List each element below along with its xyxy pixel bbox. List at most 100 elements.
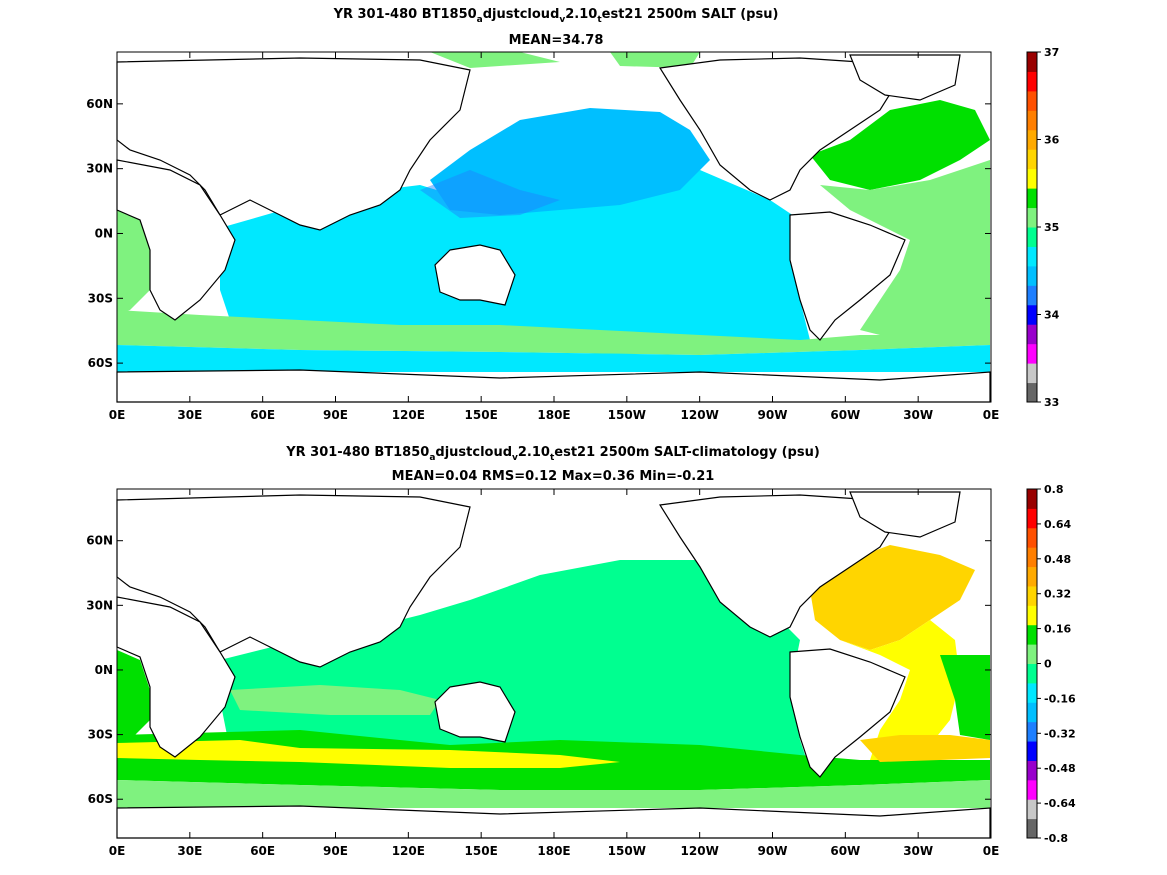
- x-tick-label: 30W: [903, 408, 933, 422]
- x-tick-label: 0E: [983, 408, 1000, 422]
- ocean-field-arctic-patch: [430, 52, 560, 68]
- colorbar-label: 34: [1044, 309, 1060, 322]
- x-tick-label: 60W: [830, 844, 860, 858]
- x-tick-label: 150W: [608, 844, 646, 858]
- colorbar-swatch: [1027, 682, 1037, 703]
- land-australia: [434, 244, 516, 306]
- colorbar-swatch: [1027, 624, 1037, 645]
- panel-salinity: YR 301-480 BT1850adjustcloudv2.10test21 …: [86, 7, 1059, 422]
- colorbar-label: 35: [1044, 221, 1059, 234]
- colorbar-swatch: [1027, 188, 1037, 209]
- land-south-america: [789, 211, 906, 341]
- colorbar-swatch: [1027, 285, 1037, 306]
- colorbar-swatch: [1027, 489, 1037, 509]
- x-tick-label: 150E: [465, 844, 498, 858]
- x-tick-label: 30E: [177, 408, 202, 422]
- colorbar-swatch: [1027, 343, 1037, 364]
- x-tick-label: 120E: [392, 844, 425, 858]
- land-africa: [116, 159, 236, 321]
- colorbar-label: -0.16: [1044, 692, 1076, 705]
- colorbar-label: 36: [1044, 134, 1060, 147]
- colorbar-swatch: [1027, 168, 1037, 189]
- x-tick-label: 0E: [983, 844, 1000, 858]
- x-tick-label: 150W: [608, 408, 646, 422]
- colorbar-swatch: [1027, 547, 1037, 568]
- colorbar-label: -0.8: [1044, 832, 1068, 845]
- x-tick-label: 90E: [323, 844, 348, 858]
- ocean-field-atlantic-green: [940, 655, 990, 740]
- land-greenland: [849, 54, 961, 101]
- x-tick-label: 150E: [465, 408, 498, 422]
- colorbar-swatch: [1027, 71, 1037, 92]
- ocean-field-pacific-patch: [420, 170, 560, 218]
- panel-title: YR 301-480 BT1850adjustcloudv2.10test21 …: [333, 7, 779, 25]
- x-tick-label: 120W: [681, 844, 719, 858]
- colorbar-swatch: [1027, 227, 1037, 247]
- colorbar-swatch: [1027, 566, 1037, 587]
- x-tick-label: 180E: [537, 408, 570, 422]
- colorbar-swatch: [1027, 527, 1037, 548]
- colorbar: 37 36 35 34 33: [1026, 46, 1060, 409]
- ocean-field-west-africa-coast: [117, 650, 150, 742]
- y-axis-ticks: 60N 30N 0N 30S 60S: [86, 97, 991, 370]
- land-greenland: [849, 491, 961, 538]
- y-tick-label: 30S: [88, 728, 113, 742]
- colorbar-swatch: [1027, 110, 1037, 131]
- colorbar-swatch: [1027, 382, 1037, 403]
- colorbar-swatch: [1027, 90, 1037, 111]
- y-tick-label: 30N: [86, 598, 113, 612]
- land-north-america: [658, 57, 901, 201]
- ocean-field-southern-ocean: [117, 345, 990, 372]
- colorbar-label: 37: [1044, 46, 1059, 59]
- ocean-field-indian-pacific: [220, 170, 810, 355]
- land-africa: [116, 596, 236, 758]
- colorbar-label: 0.64: [1044, 518, 1071, 531]
- colorbar-label: 0.16: [1044, 623, 1071, 636]
- ocean-field-south-atlantic-warm: [860, 735, 990, 762]
- ocean-field-indo-pacific: [220, 560, 810, 780]
- colorbar-swatch: [1027, 304, 1037, 325]
- x-tick-label: 30W: [903, 844, 933, 858]
- colorbar-swatch: [1027, 508, 1037, 529]
- colorbar-label: 0.48: [1044, 553, 1071, 566]
- colorbar-swatch: [1027, 129, 1037, 150]
- land-eurasia: [116, 57, 471, 231]
- ocean-field-southern-band: [117, 310, 990, 355]
- x-tick-label: 90W: [758, 408, 788, 422]
- colorbar-swatch: [1027, 605, 1037, 626]
- ocean-field-southern-yellow: [117, 740, 620, 768]
- colorbar-label: 0: [1044, 658, 1052, 671]
- x-axis-ticks: 0E 30E 60E 90E 120E 150E 180E 150W 120W 90W 60W 30W…: [109, 52, 1000, 422]
- colorbar-swatch: [1027, 324, 1037, 345]
- colorbar-swatch: [1027, 663, 1037, 684]
- y-tick-label: 30S: [88, 291, 113, 305]
- y-tick-label: 0N: [95, 663, 113, 677]
- ocean-field-north-atlantic-warm: [810, 545, 975, 650]
- x-tick-label: 30E: [177, 844, 202, 858]
- land-eurasia: [116, 494, 471, 668]
- colorbar-label: 0.8: [1044, 483, 1064, 496]
- map-plot: [116, 488, 992, 839]
- colorbar: 0.8 0.64 0.48 0.32 0.16 0 -0.16 -0.32 -0.48 -0.64…: [1026, 483, 1076, 845]
- y-tick-label: 60N: [86, 97, 113, 111]
- colorbar-swatch: [1027, 644, 1037, 664]
- panel-subtitle: MEAN=34.78: [509, 33, 604, 48]
- x-tick-label: 60W: [830, 408, 860, 422]
- x-tick-label: 60E: [250, 408, 275, 422]
- colorbar-swatch: [1027, 149, 1037, 170]
- colorbar-swatch: [1027, 246, 1037, 267]
- land-australia: [434, 681, 516, 743]
- colorbar-label: -0.32: [1044, 727, 1076, 740]
- colorbar-swatch: [1027, 721, 1037, 742]
- x-tick-label: 90E: [323, 408, 348, 422]
- x-tick-label: 120E: [392, 408, 425, 422]
- colorbar-swatch: [1027, 702, 1037, 723]
- ocean-field-indian-green: [230, 685, 440, 715]
- x-tick-label: 0E: [109, 844, 126, 858]
- colorbar-swatch: [1027, 779, 1037, 800]
- colorbar-label: 33: [1044, 396, 1059, 409]
- colorbar-label: -0.48: [1044, 762, 1076, 775]
- ocean-field-atlantic-yellow: [840, 620, 960, 760]
- y-axis-ticks: 60N 30N 0N 30S 60S: [86, 534, 991, 806]
